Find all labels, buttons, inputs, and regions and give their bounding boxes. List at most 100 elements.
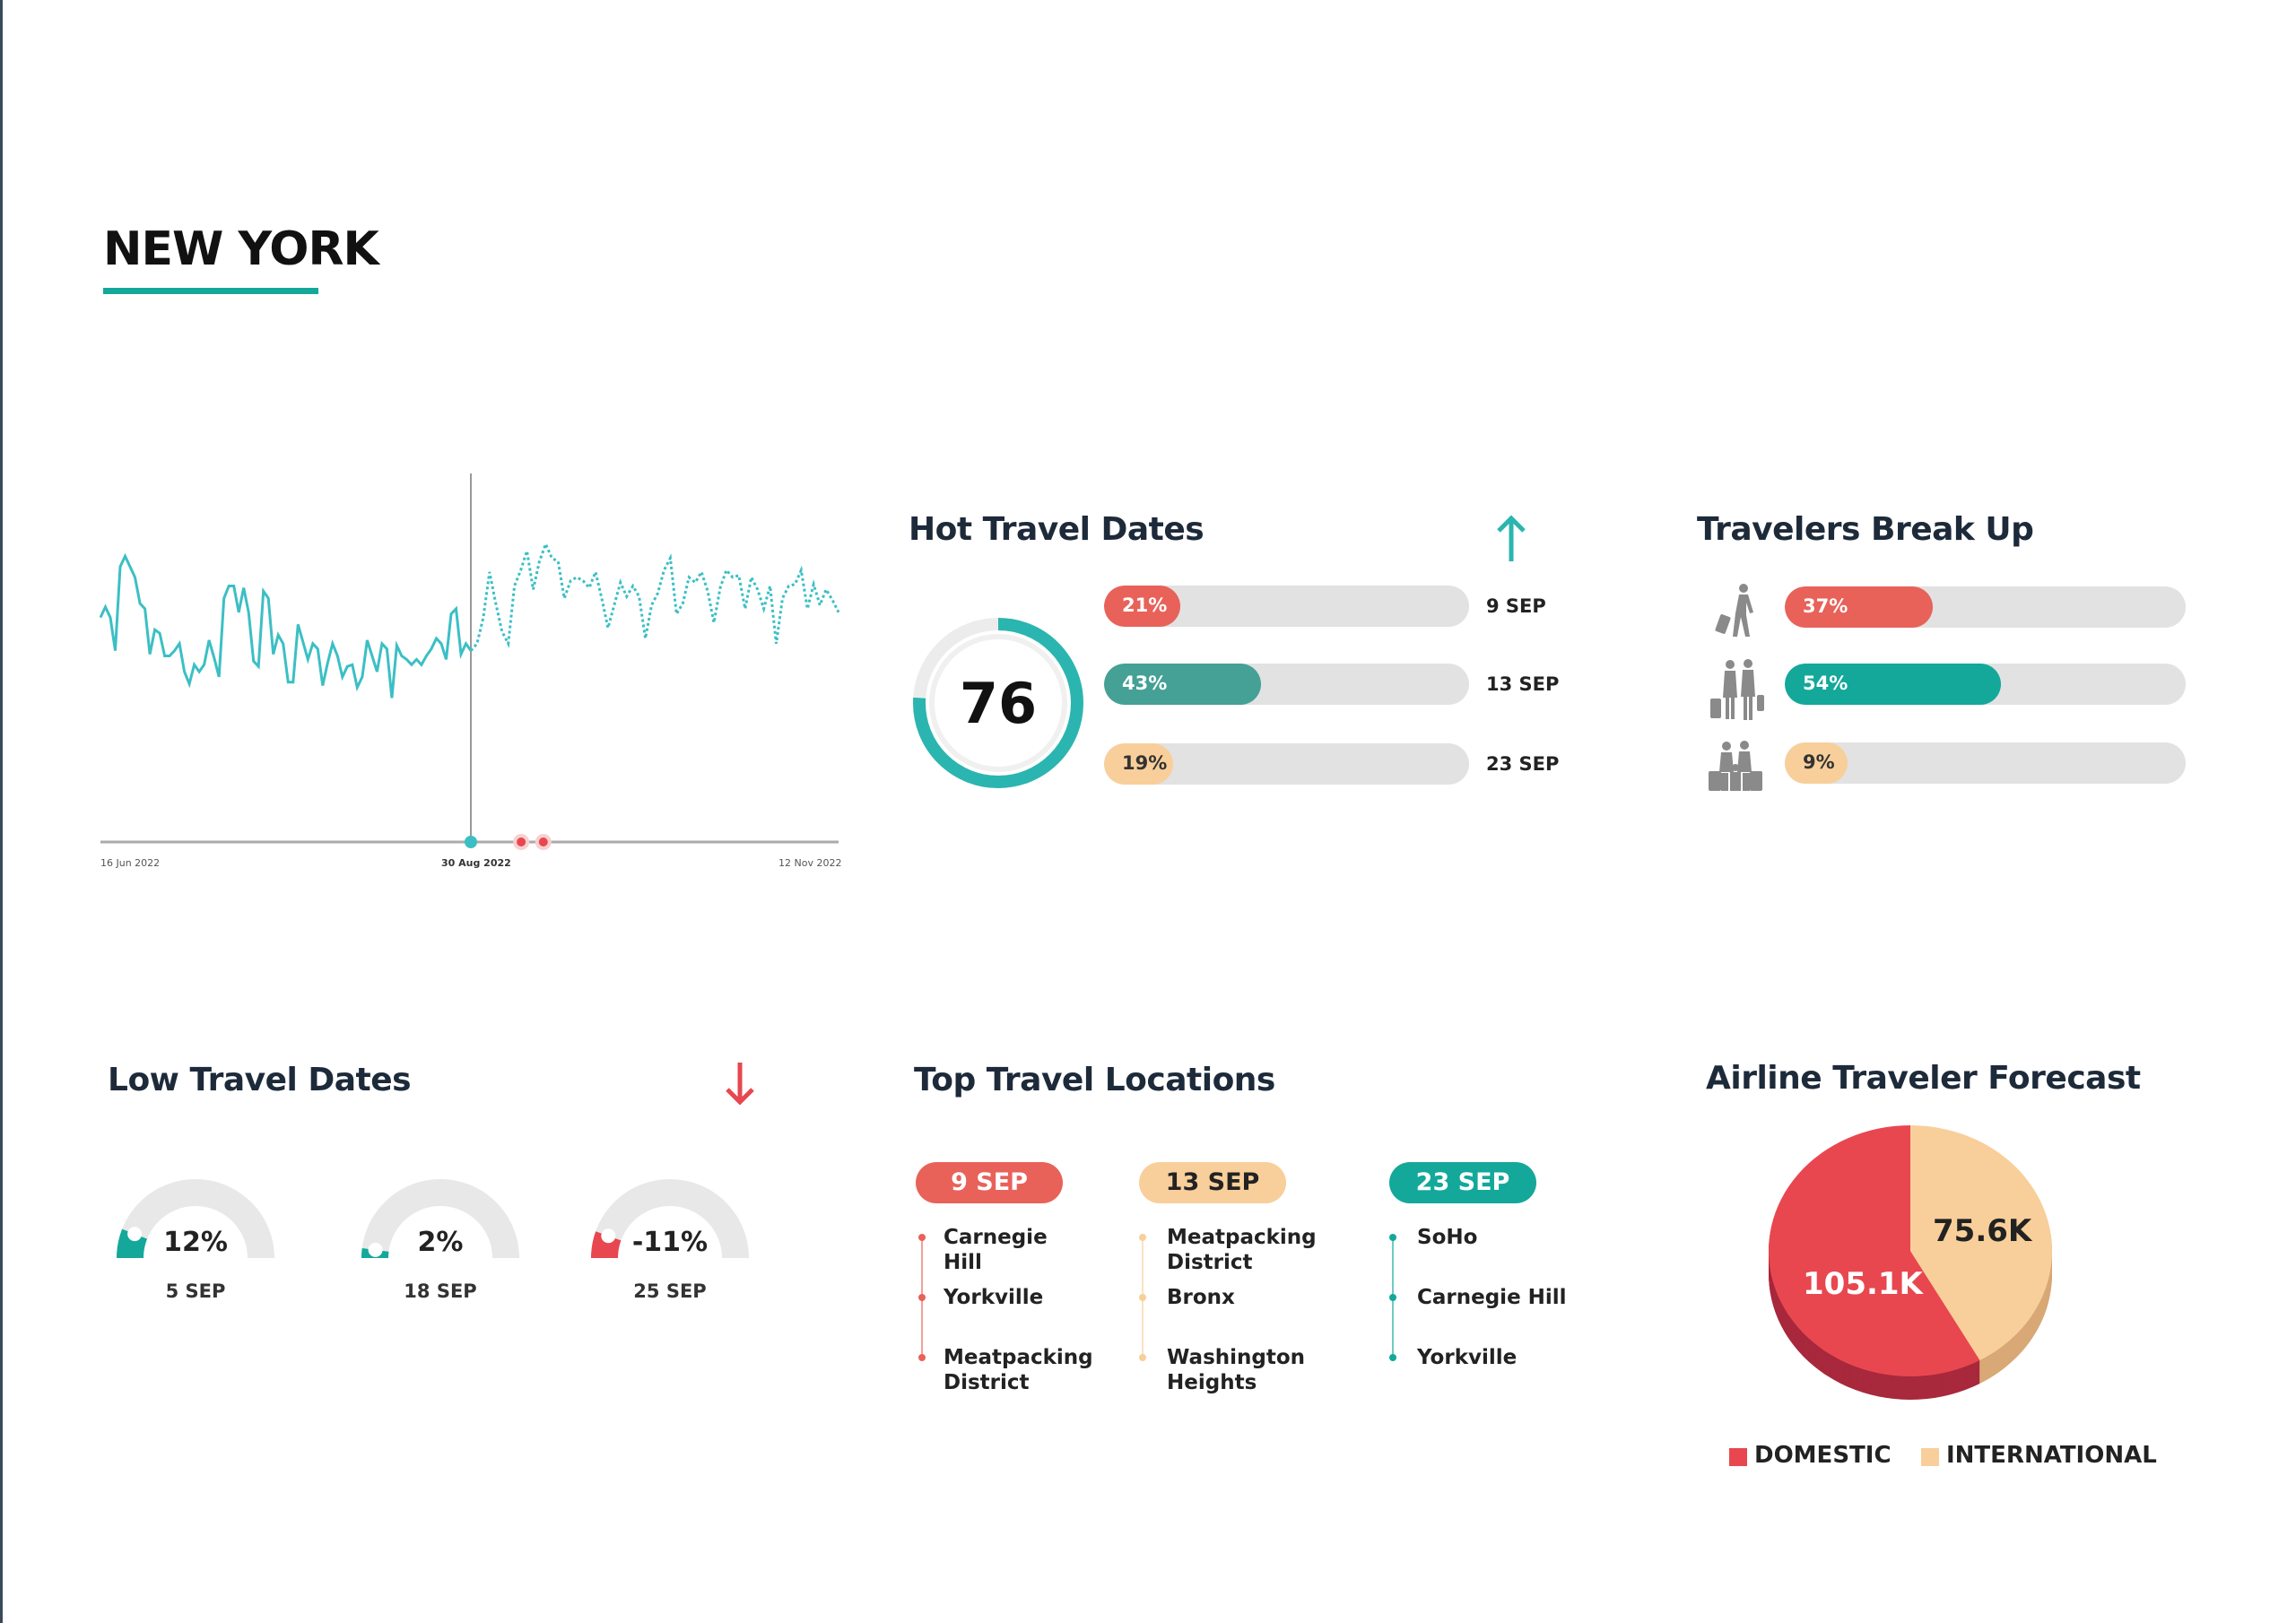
traveler-bar: 37% [1785,586,2186,628]
gauge-value: 2% [417,1227,464,1258]
gauge-value-wrap: 12% [124,1227,267,1258]
traveler-bar: 9% [1785,742,2186,784]
location-dot [918,1234,926,1241]
hot-date-label: 13 SEP [1486,673,1560,695]
family-traveler-icon [1709,741,1762,791]
location-item[interactable]: Washington Heights [1167,1345,1373,1395]
gauge-date-wrap: 5 SEP [124,1280,267,1302]
gauge-date-wrap: 25 SEP [598,1280,742,1302]
gauge-track [361,1179,519,1259]
event-marker [517,838,526,846]
gauge-value: -11% [631,1227,709,1258]
low-travel-title: Low Travel Dates [108,1062,412,1098]
location-dot [918,1294,926,1301]
traveler-percent: 54% [1803,673,1848,694]
location-dot [918,1354,926,1361]
hot-date-percent: 21% [1122,595,1168,616]
ring-progress [913,618,1083,788]
traveler-bar-fill: 9% [1785,742,1848,784]
gauge-date: 25 SEP [633,1280,707,1302]
arrow-up-icon [1497,515,1526,561]
gauge-value: 12% [163,1227,228,1258]
traveler-percent: 9% [1803,751,1835,773]
location-name: Carnegie Hill [944,1226,1048,1274]
gauge-knob [127,1227,143,1242]
location-dot [1389,1234,1396,1241]
legend-swatch-domestic [1729,1448,1747,1466]
location-item[interactable]: Yorkville [944,1285,1078,1310]
location-date: 9 SEP [951,1168,1028,1196]
location-name: Yorkville [1417,1346,1518,1369]
gauge-value-wrap: -11% [598,1227,742,1258]
gauge-knob [368,1242,383,1257]
legend-domestic: DOMESTIC [1754,1442,1892,1469]
score-value: 76 [959,671,1038,736]
hot-date-bar: 43% [1104,664,1469,705]
gauge-date: 18 SEP [404,1280,477,1302]
hot-date-label-wrap: 13 SEP [1486,673,1559,695]
hot-date-bar-fill: 21% [1104,586,1181,627]
forecast-title: Airline Traveler Forecast [1706,1060,2141,1097]
hot-date-bar-fill: 19% [1104,743,1174,785]
location-item[interactable]: Carnegie Hill [944,1225,1078,1275]
x-tick-label-highlight: 30 Aug 2022 [441,857,511,869]
location-date: 23 SEP [1415,1168,1510,1196]
page-edge [0,0,3,1623]
hot-date-bar: 19% [1104,743,1469,785]
location-name: Bronx [1167,1286,1235,1309]
low-date-gauge [361,1179,519,1259]
pie-label-domestic: 105.1K [1803,1266,1923,1302]
hot-date-percent: 43% [1122,673,1168,694]
arrow-down-icon [726,1063,754,1106]
location-dot [1139,1354,1146,1361]
pie-slice-domestic [1768,1125,1980,1376]
traveler-percent: 37% [1803,595,1848,617]
hot-date-label-wrap: 23 SEP [1486,753,1559,775]
couple-traveler-icon [1710,659,1764,720]
traveler-bar: 54% [1785,664,2186,705]
legend-swatch-international [1921,1448,1939,1466]
location-item[interactable]: Bronx [1167,1285,1373,1310]
location-name: Meatpacking District [1167,1226,1317,1274]
forecast-pie-chart [1768,1125,2052,1400]
low-date-gauge [590,1179,749,1259]
top-locations-title: Top Travel Locations [914,1062,1275,1098]
location-item[interactable]: Carnegie Hill [1417,1285,1623,1310]
location-item[interactable]: Meatpacking District [944,1345,1093,1395]
traveler-bar-fill: 54% [1785,664,2002,705]
x-tick-label: 16 Jun 2022 [100,857,161,869]
page-title: NEW YORK [103,222,379,276]
hot-date-label-wrap: 9 SEP [1486,595,1546,617]
location-item[interactable]: SoHo [1417,1225,1623,1250]
actual-series-line [99,552,473,699]
solo-traveler-icon [1715,584,1753,637]
location-item[interactable]: Yorkville [1417,1345,1623,1370]
low-date-gauge [116,1179,274,1259]
gauge-track [591,1179,749,1259]
hot-date-percent: 19% [1122,752,1168,774]
location-date-pill[interactable]: 13 SEP [1139,1162,1286,1203]
location-dot [1139,1294,1146,1301]
location-date: 13 SEP [1165,1168,1260,1196]
hot-date-bar: 21% [1104,586,1469,627]
travelers-title: Travelers Break Up [1697,511,2034,548]
score-ring [913,618,1083,788]
location-dot [1389,1354,1396,1361]
legend-international: INTERNATIONAL [1946,1442,2157,1469]
hot-date-bar-fill: 43% [1104,664,1261,705]
location-dot [1389,1294,1396,1301]
current-date-marker [465,836,477,848]
location-item[interactable]: Meatpacking District [1167,1225,1373,1275]
gauge-knob [601,1228,616,1244]
pie-slice-international [1910,1125,2052,1360]
trend-line-chart [99,473,840,850]
x-tick-label: 12 Nov 2022 [778,857,842,869]
location-name: SoHo [1417,1226,1478,1249]
hot-date-label: 23 SEP [1486,753,1560,775]
location-date-pill[interactable]: 9 SEP [916,1162,1063,1203]
location-date-pill[interactable]: 23 SEP [1389,1162,1536,1203]
hot-travel-title: Hot Travel Dates [909,511,1205,548]
location-name: Meatpacking District [944,1346,1093,1394]
pie-label-international: 75.6K [1933,1213,2032,1249]
location-name: Yorkville [944,1286,1044,1309]
